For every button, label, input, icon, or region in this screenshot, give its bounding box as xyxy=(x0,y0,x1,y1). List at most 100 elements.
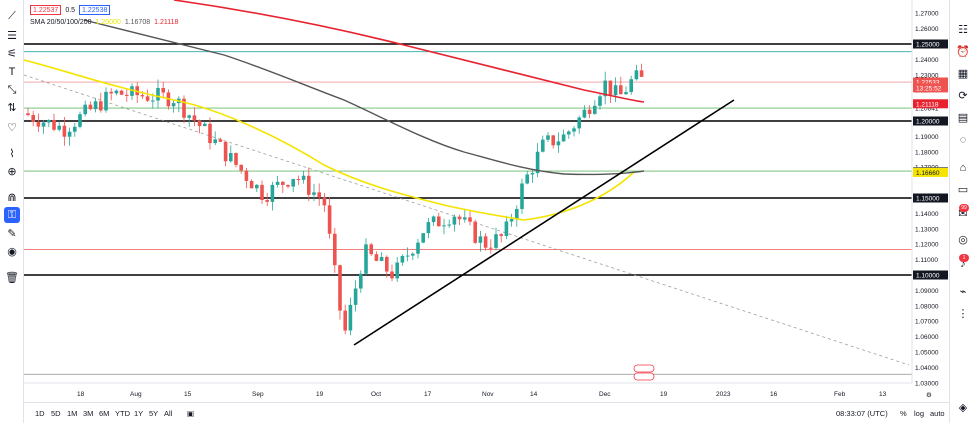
indicator-label[interactable]: SMA 20/50/100/200 xyxy=(30,18,92,26)
candle-body xyxy=(333,233,337,266)
candle-body xyxy=(47,119,51,123)
candle-body xyxy=(421,233,425,243)
candle-body xyxy=(307,175,311,195)
price-badge xyxy=(913,116,948,126)
sma100-line xyxy=(83,19,645,176)
magnet-icon[interactable]: ⋒ xyxy=(7,192,17,204)
heart-icon[interactable]: ♡ xyxy=(7,122,17,134)
ruler-icon[interactable]: ⌇ xyxy=(9,148,15,160)
range-1d[interactable]: 1D xyxy=(35,409,45,418)
candle-body xyxy=(385,256,389,272)
range-5d[interactable]: 5D xyxy=(51,409,61,418)
price-axis-tick: 1.20841 xyxy=(915,106,939,113)
price-axis-tick: 1.08000 xyxy=(915,303,939,310)
price-badge-label: 1.21118 xyxy=(916,101,939,108)
data-window-icon[interactable]: ▦ xyxy=(957,68,969,80)
candle-body xyxy=(577,117,581,129)
zoom-icon[interactable]: ⊕ xyxy=(7,166,17,178)
price-chart[interactable]: 1.270001.260001.240001.230001.220001.208… xyxy=(24,0,949,402)
right-widget-bar: ☷ ⏰ ▦ ⟳ ▤ ◌ ⌂ ▭ ✉ 99 ◎ ♪ 1 ⌁ ⋮ ◈ xyxy=(949,0,975,423)
range-all[interactable]: All xyxy=(164,409,173,418)
candle-body xyxy=(291,179,295,187)
log-toggle[interactable]: log xyxy=(914,409,925,418)
candle-body xyxy=(73,126,77,132)
cursor-icon[interactable]: ⟋ xyxy=(8,10,16,22)
candle-body xyxy=(187,115,191,118)
ideas-icon[interactable]: ◌ xyxy=(959,134,967,146)
range-6m[interactable]: 6M xyxy=(99,409,110,418)
measure-icon[interactable]: ⇅ xyxy=(7,102,17,114)
price-badge-label: 13:25:52 xyxy=(916,85,942,92)
range-5y[interactable]: 5Y xyxy=(149,409,159,418)
chat-icon[interactable]: ▭ xyxy=(957,184,969,196)
price-badge xyxy=(913,39,948,49)
candle-body xyxy=(364,244,368,274)
watchlist-icon[interactable]: ☷ xyxy=(958,24,968,36)
range-3m[interactable]: 3M xyxy=(83,409,94,418)
range-1y[interactable]: 1Y xyxy=(134,409,144,418)
candle-body xyxy=(567,131,571,135)
drag-handle-icon[interactable]: ⋮ xyxy=(957,308,969,320)
rising-trendline xyxy=(353,99,735,346)
streams-icon[interactable]: ⌂ xyxy=(959,162,967,174)
goto-date-icon[interactable]: ▣ xyxy=(187,409,195,418)
candle-body xyxy=(520,183,524,209)
candle-body xyxy=(561,134,566,142)
candle-body xyxy=(343,310,347,331)
time-axis-label: 14 xyxy=(530,391,538,398)
axis-settings-gear-icon: ⚙ xyxy=(926,391,932,399)
utc-clock[interactable]: 08:33:07 (UTC) xyxy=(836,409,888,418)
price-axis-tick: 1.24000 xyxy=(915,57,939,64)
pattern-icon[interactable]: ⤡ xyxy=(7,84,17,96)
candle-body xyxy=(317,192,321,198)
bid-price-box[interactable]: 1.22537 xyxy=(30,5,62,15)
candle-body xyxy=(473,221,477,243)
price-axis-tick: 1.09000 xyxy=(915,288,939,295)
candle-body xyxy=(260,184,264,200)
candle-body xyxy=(338,265,342,311)
fib-icon[interactable]: ⚟ xyxy=(7,48,17,60)
price-axis-background xyxy=(912,0,949,383)
price-axis-tick: 1.07000 xyxy=(915,319,939,326)
eye-icon[interactable]: ◉ xyxy=(7,246,17,258)
candle-body xyxy=(572,128,576,132)
help-icon[interactable]: ♪ xyxy=(960,258,966,270)
auto-toggle[interactable]: auto xyxy=(930,409,945,418)
price-badge xyxy=(913,83,948,93)
text-icon[interactable]: T xyxy=(8,66,16,78)
hotlist-icon[interactable]: ⟳ xyxy=(958,90,968,102)
range-1m[interactable]: 1M xyxy=(67,409,78,418)
notifications-icon[interactable]: ✉ xyxy=(958,208,968,220)
candle-body xyxy=(478,236,483,243)
candle-body xyxy=(442,225,446,227)
price-axis-tick: 1.19000 xyxy=(915,134,939,141)
candle-body xyxy=(587,109,592,114)
sma100-value: 1.16708 xyxy=(124,18,151,26)
dashed-trendline xyxy=(24,74,910,366)
time-axis-label: Sep xyxy=(252,391,264,398)
candle-body xyxy=(249,180,254,189)
brush-icon[interactable]: ✎ xyxy=(7,228,17,240)
time-axis-label: 19 xyxy=(660,391,668,398)
trash-icon[interactable]: 🗑 xyxy=(5,272,19,284)
candle-body xyxy=(239,164,243,171)
layers-icon[interactable]: ⌁ xyxy=(959,286,967,298)
calendar-icon[interactable]: ▤ xyxy=(957,112,969,124)
percent-toggle[interactable]: % xyxy=(900,409,907,418)
lock-drawings-icon[interactable]: ⚿ xyxy=(4,207,20,223)
economic-event-marker xyxy=(633,372,655,381)
alerts-icon[interactable]: ⏰ xyxy=(956,46,970,58)
range-ytd[interactable]: YTD xyxy=(115,409,130,418)
candle-body xyxy=(509,219,514,222)
candle-body xyxy=(171,103,176,107)
candle-body xyxy=(322,197,327,206)
candle-body xyxy=(411,253,415,256)
candle-body xyxy=(223,141,228,162)
price-axis-tick: 1.11000 xyxy=(915,257,938,264)
crosshair-lines-icon[interactable]: ☰ xyxy=(7,30,17,42)
broadcast-icon[interactable]: ◎ xyxy=(958,234,968,246)
candle-body xyxy=(395,262,399,279)
stack-icon[interactable]: ◈ xyxy=(958,402,968,414)
price-badge xyxy=(913,193,948,203)
ask-price-box[interactable]: 1.22538 xyxy=(79,5,111,15)
